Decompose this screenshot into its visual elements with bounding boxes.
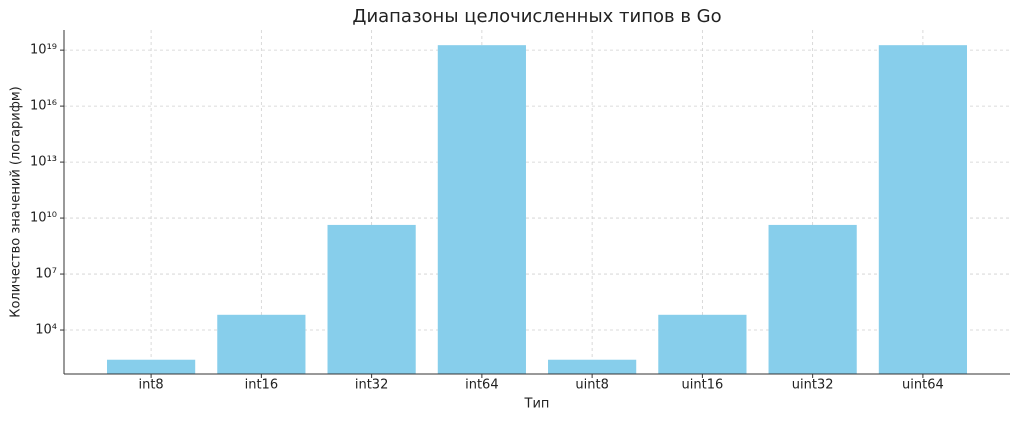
y-tick-label: 10¹⁹	[30, 43, 57, 58]
chart-title: Диапазоны целочисленных типов в Go	[352, 6, 721, 27]
y-tick-label: 10⁷	[35, 267, 57, 282]
y-tick-label: 10⁴	[35, 323, 57, 338]
bar	[658, 314, 747, 374]
x-tick-label: uint16	[682, 378, 724, 393]
x-tick-label: uint8	[575, 378, 608, 393]
y-tick-label: 10¹³	[30, 155, 57, 170]
bar	[768, 224, 857, 374]
bar	[878, 45, 967, 374]
x-tick-label: uint64	[902, 378, 944, 393]
y-axis-label: Количество значений (логарифм)	[9, 86, 24, 318]
x-tick-label: int8	[138, 378, 163, 393]
bar	[548, 359, 637, 374]
x-tick-label: int32	[355, 378, 389, 393]
bar	[107, 359, 196, 374]
x-tick-label: int16	[245, 378, 279, 393]
bar	[217, 314, 306, 374]
x-axis-label: Тип	[524, 397, 550, 412]
bar	[437, 45, 526, 374]
y-tick-label: 10¹⁰	[30, 211, 57, 226]
bar	[327, 224, 416, 374]
y-tick-label: 10¹⁶	[30, 99, 57, 114]
x-tick-label: uint32	[792, 378, 834, 393]
x-tick-label: int64	[465, 378, 499, 393]
